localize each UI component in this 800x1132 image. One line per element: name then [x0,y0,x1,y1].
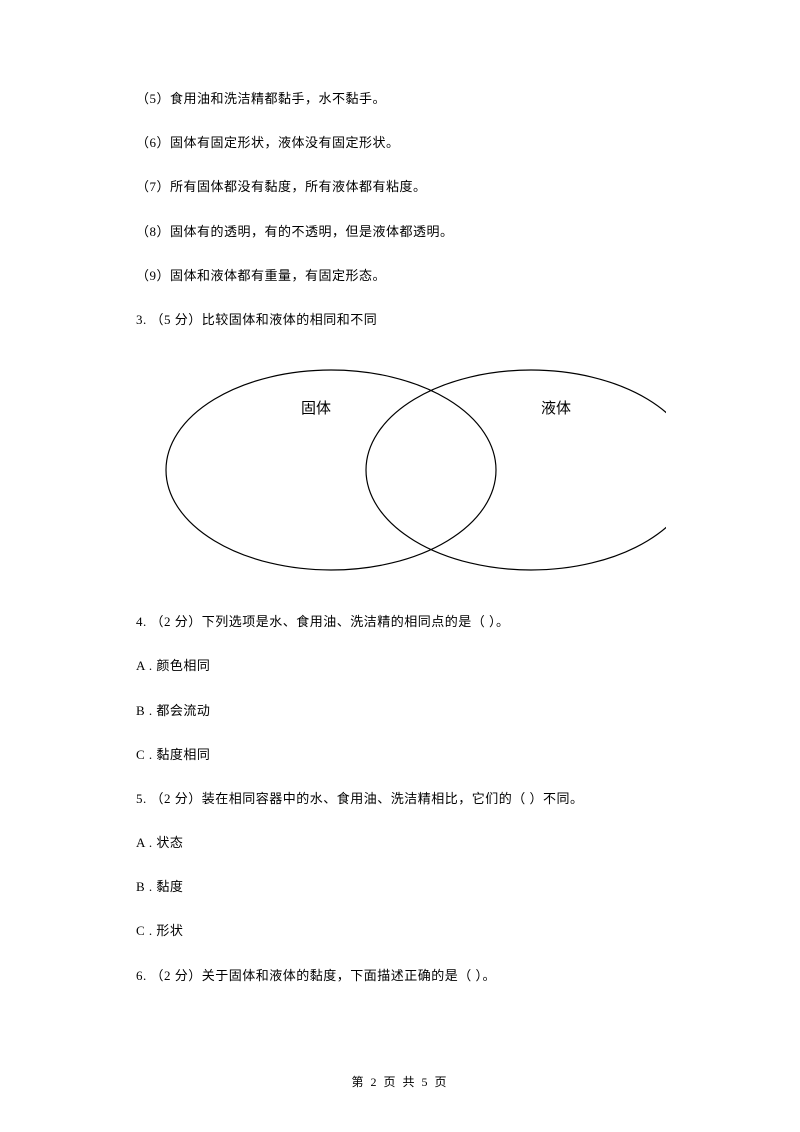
venn-right-label: 液体 [541,400,571,417]
venn-left-label: 固体 [301,400,331,417]
q5-optB: B . 黏度 [136,878,664,896]
item-6: （6）固体有固定形状，液体没有固定形状。 [136,134,664,152]
item-5: （5）食用油和洗洁精都黏手，水不黏手。 [136,90,664,108]
q5-stem: 5. （2 分）装在相同容器中的水、食用油、洗洁精相比，它们的（ ）不同。 [136,790,664,808]
q4-stem: 4. （2 分）下列选项是水、食用油、洗洁精的相同点的是（ ）。 [136,613,664,631]
item-7: （7）所有固体都没有黏度，所有液体都有粘度。 [136,178,664,196]
q5-optC: C . 形状 [136,922,664,940]
q6-stem: 6. （2 分）关于固体和液体的黏度，下面描述正确的是（ ）。 [136,967,664,985]
q4-optB: B . 都会流动 [136,702,664,720]
q5-optA: A . 状态 [136,834,664,852]
q3-stem: 3. （5 分）比较固体和液体的相同和不同 [136,311,664,329]
venn-left-ellipse [166,370,496,570]
q4-optA: A . 颜色相同 [136,657,664,675]
q4-optC: C . 黏度相同 [136,746,664,764]
venn-right-ellipse [366,370,666,570]
item-8: （8）固体有的透明，有的不透明，但是液体都透明。 [136,223,664,241]
venn-svg: 固体 液体 [136,355,666,585]
item-9: （9）固体和液体都有重量，有固定形态。 [136,267,664,285]
venn-diagram: 固体 液体 [136,355,666,585]
page-footer: 第 2 页 共 5 页 [0,1073,800,1090]
